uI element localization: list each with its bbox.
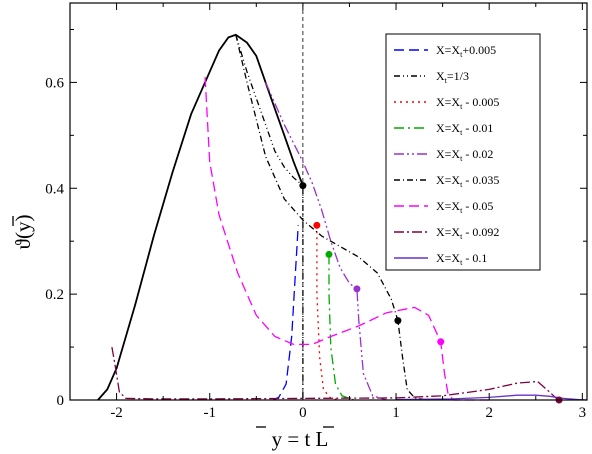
axes: -2 -1 0 1 2 3 0 0.2 0.4 0.6 xyxy=(45,2,588,421)
marker-layer xyxy=(299,182,563,404)
x-tick-label: 3 xyxy=(579,405,587,421)
legend-label-6: X=Xt - 0.05 xyxy=(436,199,493,215)
x-tick-label: 0 xyxy=(299,405,307,421)
legend-label-3: X=Xt - 0.01 xyxy=(436,121,493,137)
legend-label-4: X=Xt - 0.02 xyxy=(436,147,493,163)
y-axis-title-text: ϑ(y) xyxy=(11,215,35,250)
series-line-4 xyxy=(265,82,387,401)
y-tick-label: 0.6 xyxy=(45,75,64,91)
legend-label-5: X=Xt - 0.035 xyxy=(436,173,499,189)
x-tick-label: 1 xyxy=(392,405,400,421)
series-point-1 xyxy=(299,182,307,190)
legend: X=Xt+0.005 Xt=1/3 X=Xt - 0.005 X=Xt - 0.01 X… xyxy=(385,33,541,271)
series-line-6 xyxy=(204,77,490,401)
envelope-line xyxy=(97,33,304,401)
legend-label-1: Xt=1/3 xyxy=(436,69,469,85)
x-tick-label: -1 xyxy=(203,405,216,421)
x-axis-title: y = t L xyxy=(256,426,334,451)
series-line-0 xyxy=(272,225,299,401)
x-tick-label: 2 xyxy=(485,405,493,421)
series-line-1 xyxy=(235,34,304,400)
legend-label-7: X=Xt - 0.092 xyxy=(436,225,499,241)
series-point-4 xyxy=(353,285,361,293)
legend-box xyxy=(385,33,541,271)
legend-label-2: X=Xt - 0.005 xyxy=(436,95,499,111)
series-point-6 xyxy=(437,338,445,346)
x-axis-title-text: y = t L xyxy=(272,427,329,451)
series-line-7 xyxy=(111,346,560,401)
legend-label-0: X=Xt+0.005 xyxy=(436,43,496,59)
series-line-3 xyxy=(328,254,355,401)
plot-frame xyxy=(69,2,588,401)
series-point-3 xyxy=(325,250,333,258)
y-tick-label: 0.4 xyxy=(45,181,64,197)
series-point-2 xyxy=(313,221,321,229)
y-tick-label: 0.2 xyxy=(45,287,64,303)
y-axis-title: ϑ(y) xyxy=(11,215,35,250)
series-point-5 xyxy=(394,317,402,325)
legend-label-8: X=Xt - 0.1 xyxy=(436,251,487,267)
y-tick-label: 0 xyxy=(57,393,65,409)
x-tick-label: -2 xyxy=(110,405,123,421)
series-line-8 xyxy=(395,394,588,401)
